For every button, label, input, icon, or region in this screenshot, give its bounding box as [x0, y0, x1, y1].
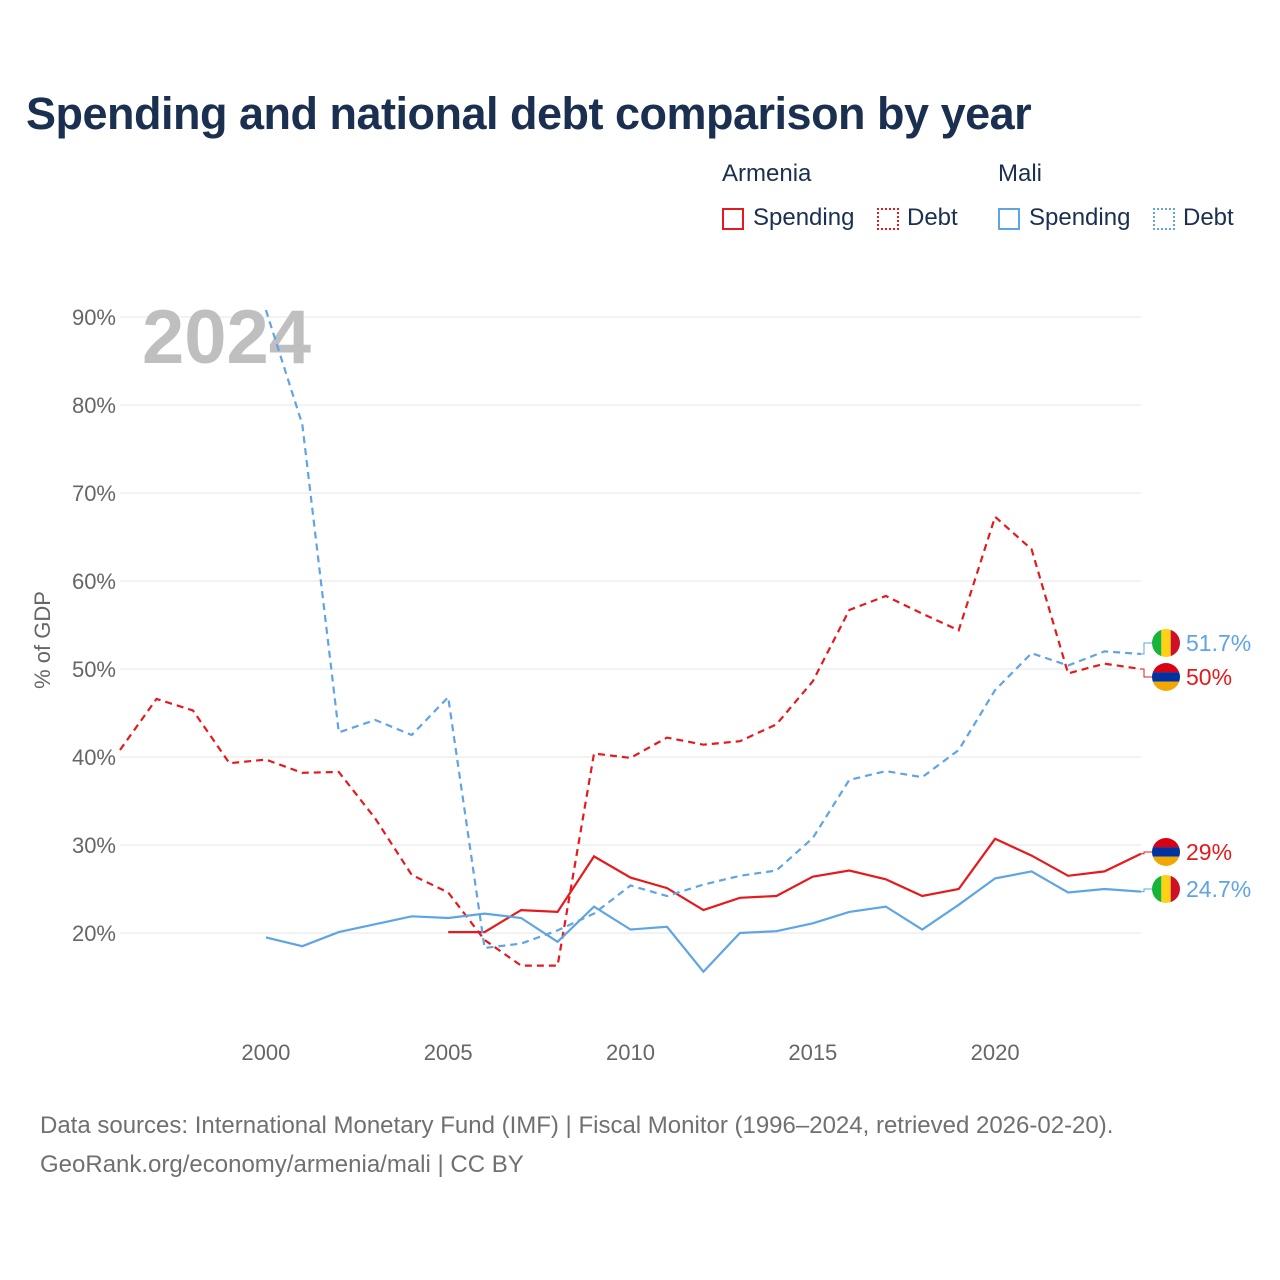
y-tick-label: 60%	[72, 569, 116, 594]
end-label-connector	[1141, 851, 1152, 855]
mali-flag-icon	[1152, 629, 1180, 657]
series-line-mali-debt[interactable]	[264, 309, 1142, 950]
y-axis-label: % of GDP	[30, 591, 55, 689]
end-label-connector	[1141, 642, 1152, 655]
data-source-note: Data sources: International Monetary Fun…	[40, 1106, 1113, 1184]
legend-mali-spending-swatch[interactable]	[998, 208, 1020, 230]
y-axis-ticks: 20% 30% 40% 50% 60% 70% 80% 90%	[72, 305, 116, 946]
source-line-2[interactable]: GeoRank.org/economy/armenia/mali | CC BY	[40, 1151, 524, 1178]
series-line-armenia-spending[interactable]	[448, 837, 1142, 934]
chart-title: Spending and national debt comparison by…	[26, 88, 1032, 139]
legend-armenia-debt-swatch[interactable]	[877, 208, 899, 230]
legend-mali-debt-label[interactable]: Debt	[1183, 204, 1234, 231]
end-value-label: 51.7%	[1186, 630, 1251, 656]
y-tick-label: 40%	[72, 745, 116, 770]
series-line-mali-spending[interactable]	[265, 870, 1142, 974]
legend-group-armenia: Armenia	[722, 160, 812, 187]
y-tick-label: 70%	[72, 481, 116, 506]
y-tick-label: 80%	[72, 393, 116, 418]
end-label-connector	[1141, 668, 1152, 678]
y-tick-label: 20%	[72, 921, 116, 946]
x-tick-label: 2010	[606, 1040, 655, 1065]
end-value-label: 29%	[1186, 839, 1232, 865]
x-tick-label: 2020	[971, 1040, 1020, 1065]
series-lines	[119, 309, 1142, 974]
x-axis-ticks: 2000 2005 2010 2015 2020	[241, 1040, 1019, 1065]
legend-armenia-debt-label[interactable]: Debt	[907, 204, 958, 231]
legend-armenia-spending-label[interactable]: Spending	[753, 204, 855, 231]
x-tick-label: 2000	[241, 1040, 290, 1065]
legend-mali-spending-label[interactable]: Spending	[1029, 204, 1131, 231]
armenia-flag-icon	[1152, 663, 1180, 691]
x-tick-label: 2005	[424, 1040, 473, 1065]
year-watermark: 2024	[142, 295, 311, 380]
end-labels: 51.7% 50% 29% 24.7%	[1141, 629, 1251, 903]
end-label-connector	[1141, 888, 1152, 893]
grid-lines	[120, 316, 1141, 934]
armenia-flag-icon	[1152, 838, 1180, 866]
legend-group-mali: Mali	[998, 160, 1043, 187]
legend-armenia-spending-swatch[interactable]	[722, 208, 744, 230]
y-tick-label: 50%	[72, 657, 116, 682]
source-line-1: Data sources: International Monetary Fun…	[40, 1112, 1114, 1139]
end-value-label: 50%	[1186, 664, 1232, 690]
end-value-label: 24.7%	[1186, 876, 1251, 902]
mali-flag-icon	[1152, 875, 1180, 903]
y-tick-label: 30%	[72, 833, 116, 858]
y-tick-label: 90%	[72, 305, 116, 330]
x-tick-label: 2015	[788, 1040, 837, 1065]
legend-mali-debt-swatch[interactable]	[1153, 208, 1175, 230]
series-line-armenia-debt[interactable]	[119, 514, 1142, 967]
